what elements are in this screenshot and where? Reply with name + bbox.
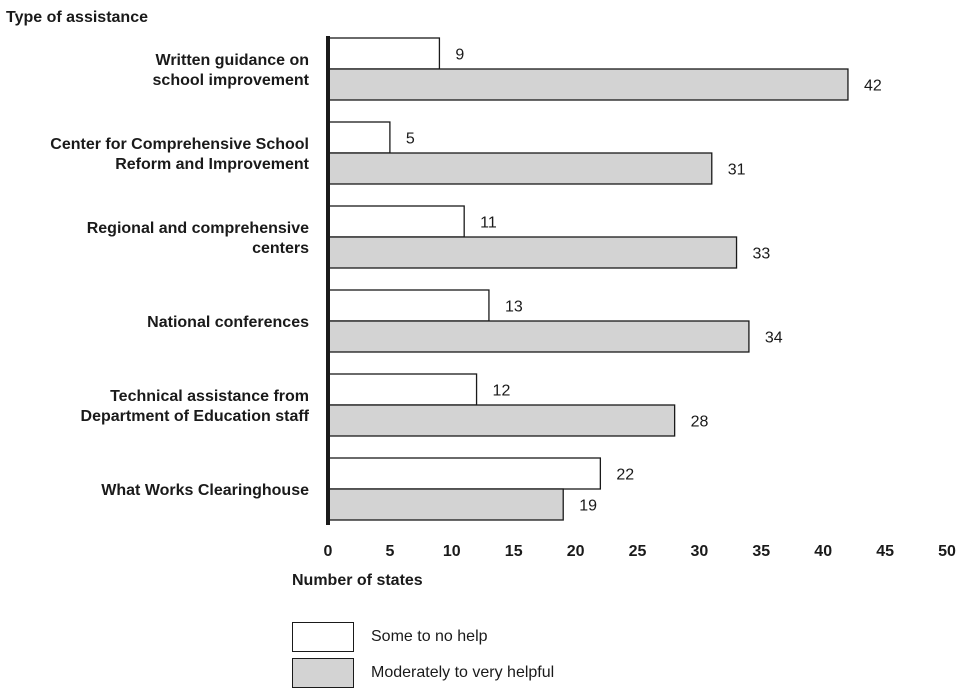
chart: Type of assistance Number of states 9 42 5… <box>6 9 956 589</box>
value-label-moderately-to-very-helpful-2: 31 <box>728 162 746 179</box>
x-tick-label-20: 20 <box>567 543 585 560</box>
value-label-some-to-no-help-2: 5 <box>406 131 415 148</box>
y-axis-title: Type of assistance <box>6 9 148 26</box>
category-label-1: Written guidance on school improvement <box>153 52 310 89</box>
category-labels-group: Written guidance on school improvement Cen… <box>50 52 309 499</box>
category-label-4: National conferences <box>147 314 309 331</box>
x-tick-label-40: 40 <box>814 543 832 560</box>
value-labels-group: 9 42 5 31 11 33 13 34 12 28 22 19 <box>406 47 882 515</box>
value-label-some-to-no-help-6: 22 <box>616 467 634 484</box>
x-tick-label-35: 35 <box>752 543 770 560</box>
x-ticks-group: 0 5 10 15 20 25 30 35 40 45 50 <box>324 543 956 560</box>
bar-moderately-to-very-helpful-2 <box>327 152 713 185</box>
x-tick-label-45: 45 <box>876 543 894 560</box>
legend-label-moderately-to-very-helpful: Moderately to very helpful <box>371 663 555 681</box>
bar-moderately-to-very-helpful-1 <box>327 68 849 101</box>
category-label-5: Technical assistance from Department of E… <box>81 388 310 425</box>
value-label-moderately-to-very-helpful-6: 19 <box>579 498 597 515</box>
bar-some-to-no-help-3 <box>327 205 465 238</box>
legend-label-some-to-no-help: Some to no help <box>371 627 488 645</box>
category-label-2: Center for Comprehensive School Reform an… <box>50 136 309 173</box>
bar-moderately-to-very-helpful-4 <box>327 320 750 353</box>
bar-moderately-to-very-helpful-6 <box>327 488 564 521</box>
bar-some-to-no-help-2 <box>327 121 391 154</box>
legend-swatch-moderately-to-very-helpful <box>292 657 354 688</box>
bar-some-to-no-help-6 <box>327 457 602 490</box>
legend-swatch-some-to-no-help <box>292 621 354 652</box>
x-tick-label-30: 30 <box>691 543 709 560</box>
value-label-moderately-to-very-helpful-1: 42 <box>864 78 882 95</box>
bar-moderately-to-very-helpful-3 <box>327 236 738 269</box>
bar-some-to-no-help-5 <box>327 373 478 406</box>
category-label-3: Regional and comprehensive centers <box>87 220 309 257</box>
x-tick-label-15: 15 <box>505 543 523 560</box>
legend: Some to no help Moderately to very helpf… <box>292 621 554 693</box>
legend-item-some-to-no-help: Some to no help <box>292 621 554 652</box>
value-label-moderately-to-very-helpful-5: 28 <box>691 414 709 431</box>
x-tick-label-10: 10 <box>443 543 461 560</box>
category-label-6: What Works Clearinghouse <box>101 482 309 499</box>
x-axis-title: Number of states <box>292 572 423 589</box>
value-label-moderately-to-very-helpful-4: 34 <box>765 330 783 347</box>
bar-some-to-no-help-4 <box>327 289 490 322</box>
value-label-some-to-no-help-4: 13 <box>505 299 523 316</box>
bars-group <box>327 37 849 521</box>
bar-moderately-to-very-helpful-5 <box>327 404 676 437</box>
value-label-some-to-no-help-5: 12 <box>493 383 511 400</box>
x-tick-label-0: 0 <box>324 543 333 560</box>
legend-item-moderately-to-very-helpful: Moderately to very helpful <box>292 657 554 688</box>
x-tick-label-50: 50 <box>938 543 956 560</box>
x-tick-label-25: 25 <box>629 543 647 560</box>
value-label-some-to-no-help-1: 9 <box>455 47 464 64</box>
value-label-moderately-to-very-helpful-3: 33 <box>753 246 771 263</box>
value-label-some-to-no-help-3: 11 <box>480 215 497 232</box>
x-tick-label-5: 5 <box>385 543 394 560</box>
bar-some-to-no-help-1 <box>327 37 441 70</box>
